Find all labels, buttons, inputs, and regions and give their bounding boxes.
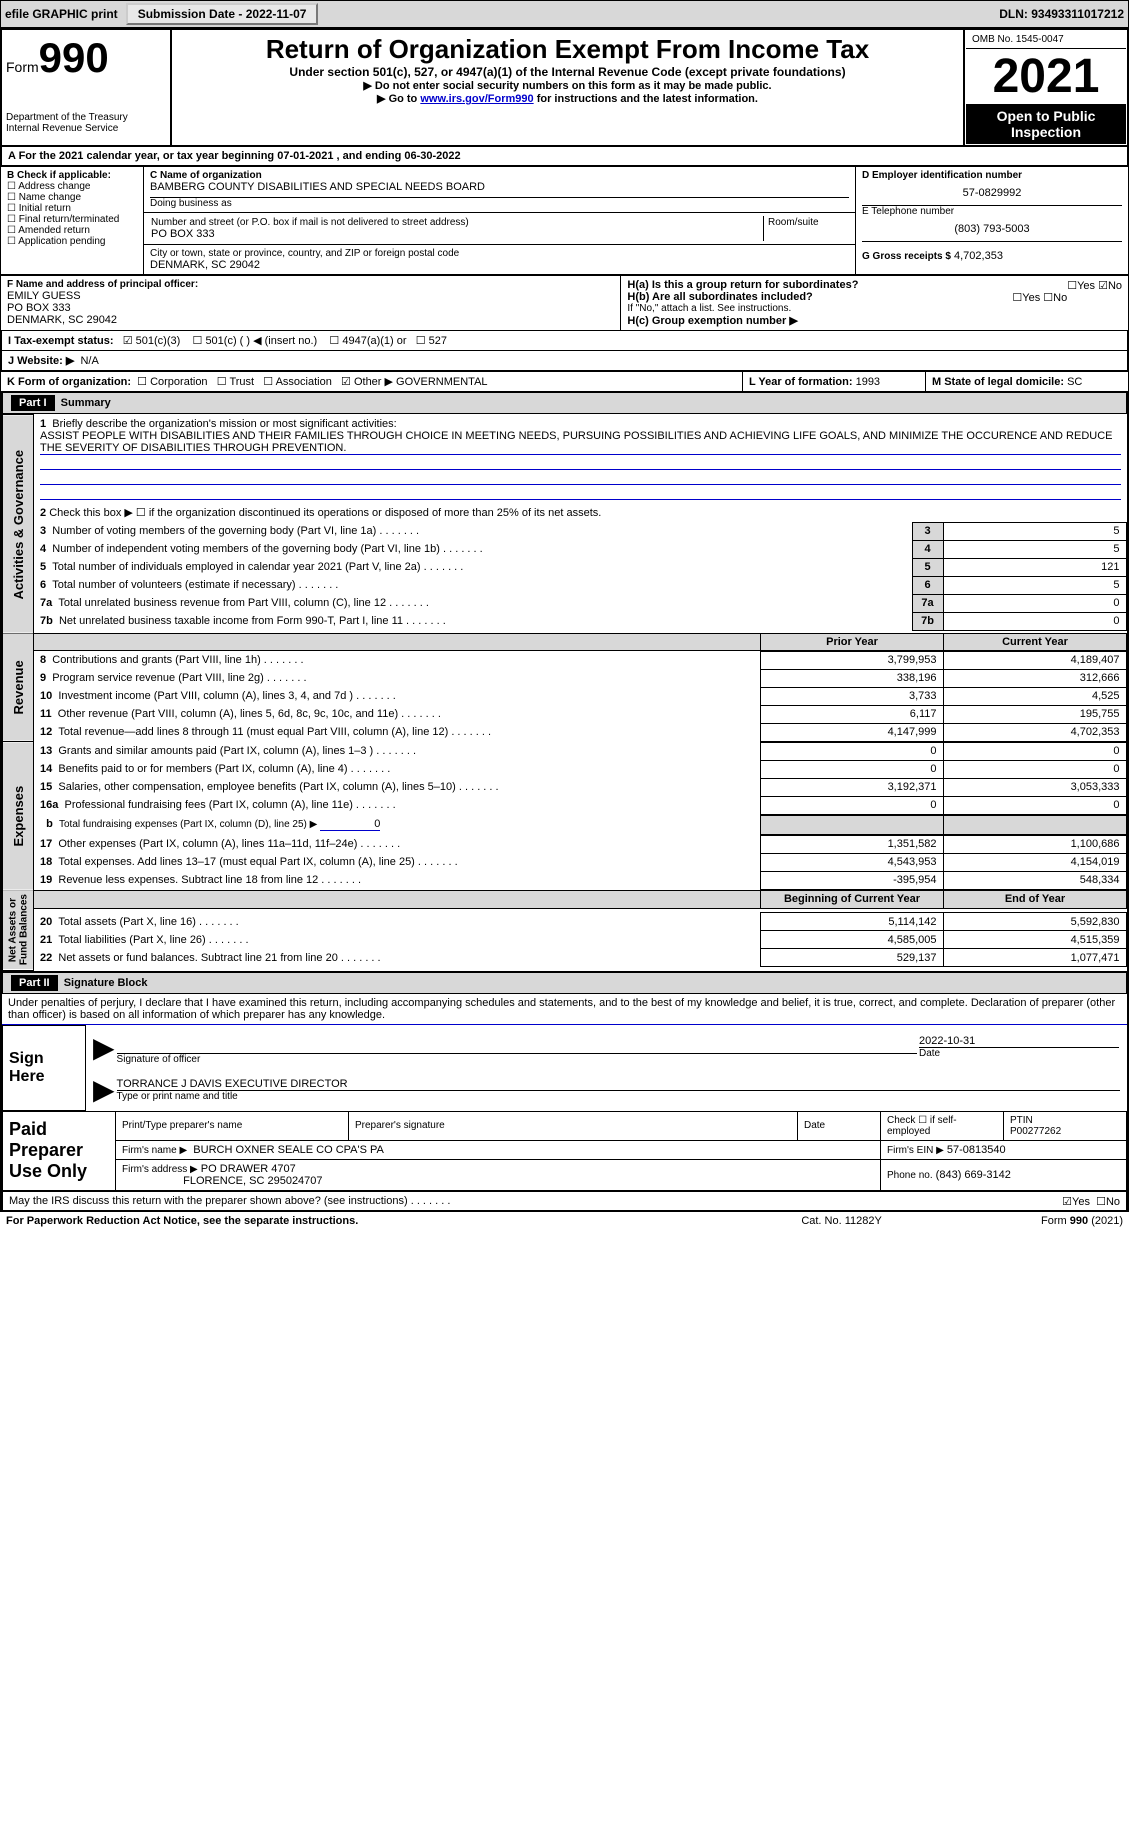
topbar: efile GRAPHIC print Submission Date - 20… — [0, 0, 1129, 28]
org-name: BAMBERG COUNTY DISABILITIES AND SPECIAL … — [150, 181, 849, 193]
sign-here-label: Sign Here — [3, 1025, 86, 1110]
row-16b: b Total fundraising expenses (Part IX, c… — [34, 815, 761, 834]
mission-text: ASSIST PEOPLE WITH DISABILITIES AND THEI… — [40, 430, 1121, 455]
vlabel-net: Net Assets or Fund Balances — [3, 890, 34, 970]
tax-year: 2021 — [966, 49, 1126, 104]
dln: DLN: 93493311017212 — [999, 7, 1124, 21]
page-footer: For Paperwork Reduction Act Notice, see … — [0, 1212, 1129, 1230]
summary-row: 18 Total expenses. Add lines 13–17 (must… — [34, 853, 1126, 871]
efile-label: efile GRAPHIC print — [5, 7, 118, 21]
firm-ein: Firm's EIN ▶ 57-0813540 — [881, 1140, 1127, 1159]
q1-label: Briefly describe the organization's miss… — [52, 418, 396, 430]
entity-block: B Check if applicable: ☐ Address change … — [0, 166, 1129, 275]
prep-date-label: Date — [798, 1111, 881, 1140]
form-subtitle: Under section 501(c), 527, or 4947(a)(1)… — [176, 65, 959, 79]
summary-row: 7b Net unrelated business taxable income… — [34, 612, 1126, 630]
addr-label: Number and street (or P.O. box if mail i… — [151, 217, 762, 228]
h-c: H(c) Group exemption number ▶ — [627, 314, 1122, 327]
officer-name: EMILY GUESS — [7, 290, 614, 302]
line-a: A For the 2021 calendar year, or tax yea… — [0, 147, 1129, 166]
room-label: Room/suite — [764, 216, 850, 241]
officer-signature[interactable] — [117, 1029, 917, 1054]
paid-preparer-label: Paid Preparer Use Only — [3, 1111, 116, 1190]
line-j: J Website: ▶ N/A — [0, 351, 1129, 371]
officer-addr2: DENMARK, SC 29042 — [7, 314, 614, 326]
h-b: H(b) Are all subordinates included? ☐Yes… — [627, 291, 1122, 303]
part2-header: Part II Signature Block — [2, 972, 1127, 994]
declaration: Under penalties of perjury, I declare th… — [2, 994, 1127, 1025]
ptin-cell: PTINP00277262 — [1004, 1111, 1127, 1140]
omb-number: OMB No. 1545-0047 — [966, 31, 1126, 49]
summary-row: 12 Total revenue—add lines 8 through 11 … — [34, 723, 1126, 741]
col-current: Current Year — [944, 633, 1127, 650]
h-a: H(a) Is this a group return for subordin… — [627, 279, 1122, 291]
phone: (803) 793-5003 — [862, 223, 1122, 235]
summary-row: 9 Program service revenue (Part VIII, li… — [34, 669, 1126, 687]
b-options: ☐ Address change ☐ Name change ☐ Initial… — [7, 181, 137, 247]
summary-row: 3 Number of voting members of the govern… — [34, 522, 1126, 540]
summary-row: 21 Total liabilities (Part X, line 26) 4… — [34, 931, 1126, 949]
q2: 2 Check this box ▶ ☐ if the organization… — [34, 503, 1127, 522]
vlabel-revenue: Revenue — [3, 633, 34, 742]
sign-date: 2022-10-31 — [919, 1035, 1119, 1048]
irs-link[interactable]: www.irs.gov/Form990 — [420, 93, 533, 105]
summary-row: 13 Grants and similar amounts paid (Part… — [34, 742, 1126, 760]
part1-header: Part I Summary — [2, 392, 1127, 414]
col-prior: Prior Year — [761, 633, 944, 650]
line-i: I Tax-exempt status: ☑ 501(c)(3) ☐ 501(c… — [0, 331, 1129, 351]
col-end: End of Year — [944, 890, 1127, 909]
summary-row: 22 Net assets or fund balances. Subtract… — [34, 949, 1126, 967]
officer-addr1: PO BOX 333 — [7, 302, 614, 314]
f-label: F Name and address of principal officer: — [7, 279, 614, 290]
prep-sig-label: Preparer's signature — [349, 1111, 798, 1140]
form-header: Form990 Department of the Treasury Inter… — [0, 28, 1129, 147]
arrow-icon: ▶ — [92, 1028, 116, 1066]
summary-row: 19 Revenue less expenses. Subtract line … — [34, 871, 1126, 889]
instr-2: ▶ Go to www.irs.gov/Form990 for instruct… — [176, 92, 959, 105]
street-address: PO BOX 333 — [151, 228, 762, 240]
summary-row: 10 Investment income (Part VIII, column … — [34, 687, 1126, 705]
g-receipts: G Gross receipts $ 4,702,353 — [862, 250, 1122, 262]
summary-row: 8 Contributions and grants (Part VIII, l… — [34, 651, 1126, 669]
summary-row: 15 Salaries, other compensation, employe… — [34, 778, 1126, 796]
firm-name: Firm's name ▶ BURCH OXNER SEALE CO CPA'S… — [116, 1140, 881, 1159]
k-l-m-block: K Form of organization: ☐ Corporation ☐ … — [0, 371, 1129, 392]
prep-name-label: Print/Type preparer's name — [116, 1111, 349, 1140]
summary-row: 11 Other revenue (Part VIII, column (A),… — [34, 705, 1126, 723]
form-number: Form990 — [6, 34, 166, 82]
summary-row: 4 Number of independent voting members o… — [34, 540, 1126, 558]
summary-row: 17 Other expenses (Part IX, column (A), … — [34, 835, 1126, 853]
d-label: D Employer identification number — [862, 170, 1122, 181]
summary-row: 14 Benefits paid to or for members (Part… — [34, 760, 1126, 778]
summary-row: 16a Professional fundraising fees (Part … — [34, 796, 1126, 814]
instr-1: ▶ Do not enter social security numbers o… — [176, 79, 959, 92]
self-employed: Check ☐ if self-employed — [881, 1111, 1004, 1140]
h-b-note: If "No," attach a list. See instructions… — [627, 303, 1122, 314]
form-title: Return of Organization Exempt From Incom… — [176, 34, 959, 65]
summary-row: 5 Total number of individuals employed i… — [34, 558, 1126, 576]
open-inspection: Open to Public Inspection — [966, 104, 1126, 144]
f-h-block: F Name and address of principal officer:… — [0, 275, 1129, 331]
discuss-row: May the IRS discuss this return with the… — [2, 1191, 1127, 1211]
e-label: E Telephone number — [862, 206, 1122, 217]
city-label: City or town, state or province, country… — [150, 248, 849, 259]
submission-button[interactable]: Submission Date - 2022-11-07 — [126, 3, 319, 25]
ein: 57-0829992 — [862, 187, 1122, 199]
vlabel-expenses: Expenses — [3, 742, 34, 891]
vlabel-governance: Activities & Governance — [3, 415, 34, 634]
firm-address: Firm's address ▶ PO DRAWER 4707 FLORENCE… — [116, 1159, 881, 1190]
officer-printed: TORRANCE J DAVIS EXECUTIVE DIRECTOR — [117, 1078, 1120, 1091]
firm-phone: Phone no. (843) 669-3142 — [881, 1159, 1127, 1190]
dba-label: Doing business as — [150, 198, 849, 209]
city-state-zip: DENMARK, SC 29042 — [150, 259, 849, 271]
summary-row: 20 Total assets (Part X, line 16) 5,114,… — [34, 913, 1126, 931]
summary-row: 6 Total number of volunteers (estimate i… — [34, 576, 1126, 594]
c-name-label: C Name of organization — [150, 170, 849, 181]
arrow-icon: ▶ — [92, 1072, 116, 1107]
dept-label: Department of the Treasury Internal Reve… — [6, 112, 166, 134]
b-label: B Check if applicable: — [7, 170, 137, 181]
summary-row: 7a Total unrelated business revenue from… — [34, 594, 1126, 612]
col-beginning: Beginning of Current Year — [761, 890, 944, 909]
